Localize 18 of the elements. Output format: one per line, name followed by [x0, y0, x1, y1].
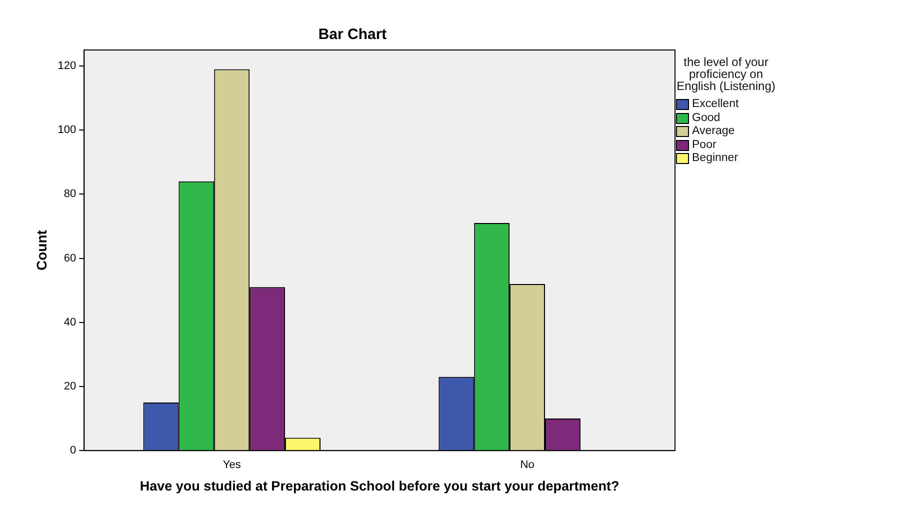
legend-title: the level of your proficiency on English (Listening) — [676, 55, 776, 93]
legend-label: Beginner — [692, 152, 738, 166]
legend-label: Good — [692, 112, 720, 125]
legend-label: Excellent — [692, 98, 739, 112]
legend-label: Average — [692, 125, 735, 138]
y-axis-title: Count — [33, 230, 50, 271]
x-axis-title: Have you studied at Preparation School before you start your department? — [140, 478, 620, 494]
chart-title: Bar Chart — [318, 26, 387, 44]
y-tick-label: 100 — [58, 124, 76, 136]
y-tick-label: 0 — [70, 444, 76, 457]
y-tick-label: 120 — [58, 60, 76, 72]
y-tick-label: 80 — [64, 188, 76, 200]
legend-label: Poor — [692, 138, 716, 152]
x-tick-label: Yes — [222, 459, 242, 472]
y-tick-label: 60 — [64, 252, 76, 264]
y-tick-label: 40 — [64, 316, 76, 328]
x-tick-label: No — [520, 459, 534, 472]
y-tick-label: 20 — [64, 380, 76, 393]
